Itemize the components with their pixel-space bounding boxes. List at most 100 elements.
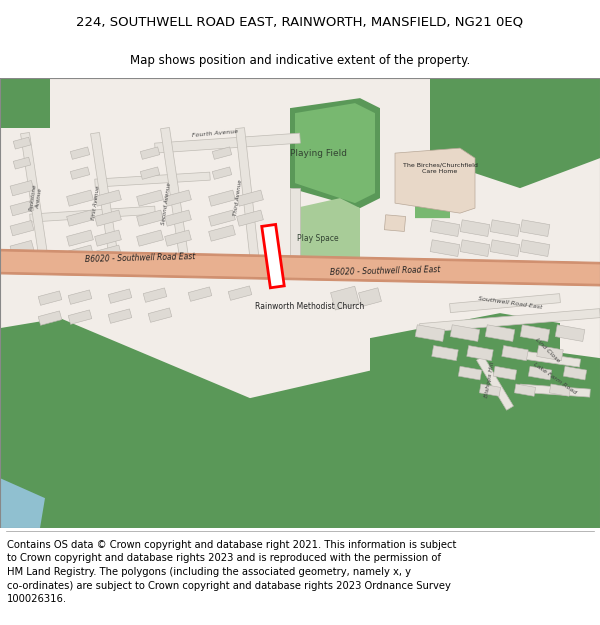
Polygon shape — [395, 148, 475, 213]
Bar — [385, 215, 406, 231]
Bar — [209, 225, 235, 241]
Polygon shape — [509, 349, 581, 367]
Polygon shape — [476, 356, 514, 410]
Bar — [331, 286, 359, 310]
Text: Southwell Road East: Southwell Road East — [478, 296, 542, 310]
Bar — [68, 290, 92, 304]
Text: Second Avenue: Second Avenue — [161, 182, 172, 224]
Bar — [10, 181, 34, 196]
Bar — [10, 241, 34, 256]
Polygon shape — [520, 384, 590, 397]
Bar — [490, 240, 520, 256]
Bar — [67, 190, 94, 206]
Bar — [467, 346, 493, 361]
Bar — [137, 190, 163, 206]
Bar — [485, 325, 515, 341]
Bar — [460, 220, 490, 236]
Bar — [13, 158, 31, 169]
Bar — [209, 210, 235, 226]
Bar — [140, 167, 160, 179]
Text: First Avenue: First Avenue — [91, 186, 101, 221]
Text: B6020 - Southwell Road East: B6020 - Southwell Road East — [85, 252, 196, 264]
Text: Map shows position and indicative extent of the property.: Map shows position and indicative extent… — [130, 54, 470, 68]
Bar — [479, 384, 500, 396]
Bar — [68, 310, 92, 324]
Polygon shape — [0, 78, 600, 528]
Bar — [520, 220, 550, 236]
Bar — [67, 210, 94, 226]
Bar — [359, 288, 382, 306]
Bar — [212, 147, 232, 159]
Bar — [460, 240, 490, 256]
Bar — [432, 346, 458, 361]
Bar — [67, 245, 94, 261]
Polygon shape — [0, 318, 600, 528]
Text: Parkstone
Avenue: Parkstone Avenue — [29, 184, 43, 213]
Polygon shape — [290, 98, 380, 208]
Bar — [95, 245, 121, 261]
Bar — [10, 221, 34, 236]
Text: Play Space: Play Space — [297, 234, 339, 242]
Bar — [188, 287, 212, 301]
Text: Playing Field: Playing Field — [290, 149, 347, 158]
Bar — [563, 366, 587, 380]
Text: Contains OS data © Crown copyright and database right 2021. This information is : Contains OS data © Crown copyright and d… — [7, 540, 457, 604]
Polygon shape — [370, 313, 560, 418]
Polygon shape — [155, 133, 301, 153]
Polygon shape — [295, 103, 375, 203]
Bar — [514, 384, 536, 396]
Bar — [458, 366, 482, 380]
Bar — [228, 286, 252, 301]
Bar — [502, 346, 528, 361]
Polygon shape — [560, 78, 600, 108]
Bar — [143, 288, 167, 302]
Bar — [108, 309, 132, 323]
Polygon shape — [295, 198, 360, 278]
Bar — [10, 201, 34, 216]
Bar — [537, 346, 563, 361]
Bar — [67, 230, 94, 246]
Bar — [236, 190, 263, 206]
Bar — [164, 210, 191, 226]
Text: 224, SOUTHWELL ROAD EAST, RAINWORTH, MANSFIELD, NG21 0EQ: 224, SOUTHWELL ROAD EAST, RAINWORTH, MAN… — [76, 16, 524, 28]
Polygon shape — [400, 263, 490, 278]
Bar — [70, 147, 90, 159]
Bar — [38, 291, 62, 306]
Bar — [108, 289, 132, 303]
Polygon shape — [30, 206, 155, 222]
Polygon shape — [0, 478, 45, 528]
Text: Rainworth Methodist Church: Rainworth Methodist Church — [256, 302, 365, 311]
Bar — [137, 210, 163, 226]
Bar — [555, 325, 585, 341]
Bar — [164, 230, 191, 246]
Polygon shape — [236, 127, 259, 264]
Text: B6020 - Southwell Road East: B6020 - Southwell Road East — [330, 265, 440, 277]
Text: The Birches/Churchfield
Care Home: The Birches/Churchfield Care Home — [403, 162, 478, 174]
Bar — [262, 224, 284, 288]
Text: Bishops Hill: Bishops Hill — [484, 362, 496, 399]
Polygon shape — [20, 132, 49, 269]
Bar — [38, 311, 62, 326]
Polygon shape — [95, 172, 210, 187]
Text: Lind Close: Lind Close — [535, 337, 561, 363]
Text: Lake Farm Road: Lake Farm Road — [533, 361, 577, 395]
Bar — [520, 325, 550, 341]
Bar — [520, 240, 550, 256]
Polygon shape — [161, 127, 190, 265]
Polygon shape — [430, 78, 600, 188]
Bar — [70, 167, 90, 179]
Bar — [13, 138, 31, 149]
Bar — [236, 210, 263, 226]
Bar — [95, 190, 121, 206]
Bar — [164, 190, 191, 206]
Bar — [493, 366, 517, 380]
Text: Fourth Avenue: Fourth Avenue — [191, 129, 238, 138]
Bar — [148, 308, 172, 322]
Bar — [450, 325, 480, 341]
Bar — [212, 167, 232, 179]
Polygon shape — [290, 188, 300, 266]
Bar — [528, 366, 552, 380]
Bar — [140, 147, 160, 159]
Polygon shape — [0, 78, 50, 128]
Bar — [415, 325, 445, 341]
